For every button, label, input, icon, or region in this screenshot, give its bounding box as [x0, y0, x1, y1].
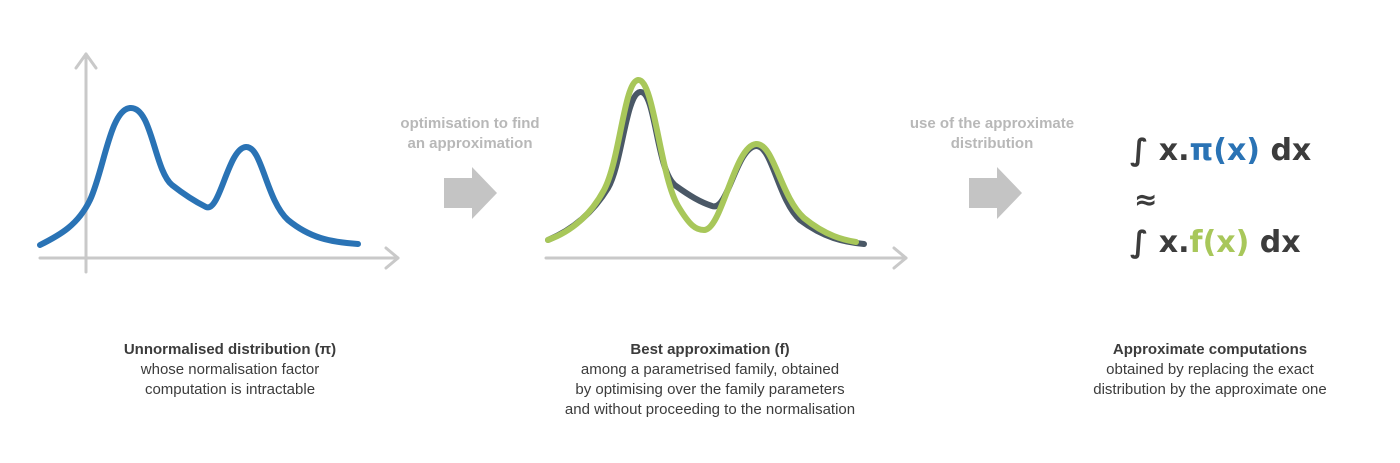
step-label-2: use of the approximate distribution [882, 114, 1102, 154]
panel1-axes [38, 52, 400, 274]
panel1-x-arrowhead [384, 246, 400, 270]
caption-panel1-line1: whose normalisation factor [140, 361, 320, 378]
formula-approx: ∫ x.f(x) dx [1130, 225, 1301, 260]
caption-panel1-title: Unnormalised distribution (π) [123, 341, 337, 358]
caption-panel2-line3: and without proceeding to the normalisat… [564, 401, 856, 418]
panel2-x-arrowhead [892, 246, 908, 270]
formula-exact-arg: (x) [1213, 133, 1261, 168]
step-label-2-line1: use of the approximate [909, 115, 1075, 132]
step-arrow-1 [444, 167, 497, 219]
caption-panel1-line2: computation is intractable [144, 381, 316, 398]
formula-approx-func: f [1189, 225, 1203, 260]
step-label-1-line2: an approximation [407, 135, 533, 152]
f-curve [545, 77, 859, 245]
caption-panel2-line2: by optimising over the family parameters [575, 381, 845, 398]
caption-panel3: Approximate computations obtained by rep… [1050, 340, 1370, 400]
pi-curve-reference [545, 89, 867, 247]
formula-approx-prefix: ∫ x. [1130, 225, 1190, 260]
step-label-2-line2: distribution [950, 135, 1034, 152]
formula-exact-prefix: ∫ x. [1130, 133, 1190, 168]
step-arrow-2 [969, 167, 1022, 219]
pi-curve [37, 105, 361, 248]
approx-symbol: ≈ [1134, 183, 1158, 216]
formula-approx-suffix: dx [1249, 225, 1301, 260]
caption-panel3-line2: distribution by the approximate one [1093, 381, 1327, 398]
caption-panel3-line1: obtained by replacing the exact [1106, 361, 1314, 378]
caption-panel2-line1: among a parametrised family, obtained [580, 361, 840, 378]
step-label-1-line1: optimisation to find [400, 115, 540, 132]
caption-panel2-title: Best approximation (f) [630, 341, 790, 358]
caption-panel3-title: Approximate computations [1112, 341, 1308, 358]
panel1-y-arrowhead [74, 52, 98, 70]
caption-panel2: Best approximation (f) among a parametri… [500, 340, 920, 420]
caption-panel1: Unnormalised distribution (π) whose norm… [60, 340, 400, 400]
formula-exact-suffix: dx [1260, 133, 1312, 168]
step-label-1: optimisation to find an approximation [360, 114, 580, 154]
formula-approx-arg: (x) [1202, 225, 1250, 260]
formula-exact-func: π [1189, 133, 1214, 168]
panel2-axes [544, 246, 908, 270]
formula-exact: ∫ x.π(x) dx [1130, 133, 1311, 168]
